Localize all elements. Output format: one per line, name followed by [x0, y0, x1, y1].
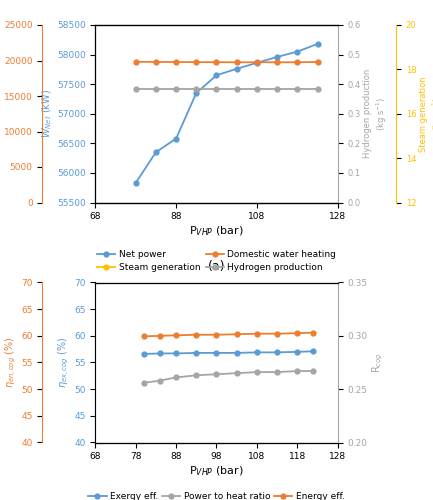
Net power — [153, 149, 158, 155]
Y-axis label: Hydrogen production
(kg s$^{-1}$): Hydrogen production (kg s$^{-1}$) — [363, 69, 389, 158]
Y-axis label: $\dot{Q}_{DWH}$ (kW): $\dot{Q}_{DWH}$ (kW) — [0, 88, 1, 140]
Net power — [214, 72, 219, 78]
Y-axis label: $\eta_{en,cog}$ (%): $\eta_{en,cog}$ (%) — [4, 336, 19, 388]
Y-axis label: Steam generation
(kg s$^{-1}$): Steam generation (kg s$^{-1}$) — [419, 76, 433, 152]
Y-axis label: R$_{cog}$: R$_{cog}$ — [370, 352, 385, 373]
Y-axis label: $\dot{W}_{Net}$ (kW): $\dot{W}_{Net}$ (kW) — [37, 89, 54, 138]
Net power — [295, 48, 300, 54]
X-axis label: P$_{VHP}$ (bar): P$_{VHP}$ (bar) — [189, 224, 244, 237]
Line: Net power: Net power — [133, 42, 320, 186]
X-axis label: P$_{VHP}$ (bar): P$_{VHP}$ (bar) — [189, 464, 244, 477]
Net power — [133, 180, 138, 186]
Net power — [194, 90, 199, 96]
Legend: Exergy eff., Power to heat ratio, Energy eff.: Exergy eff., Power to heat ratio, Energy… — [85, 488, 348, 500]
Net power — [254, 60, 259, 66]
Net power — [275, 54, 280, 60]
Y-axis label: $\eta_{ex,cog}$ (%): $\eta_{ex,cog}$ (%) — [57, 336, 71, 388]
Net power — [315, 41, 320, 47]
Net power — [174, 136, 179, 141]
Legend: Net power, Steam generation, Domestic water heating, Hydrogen production: Net power, Steam generation, Domestic wa… — [93, 246, 340, 276]
Text: (a): (a) — [208, 260, 225, 273]
Net power — [234, 66, 239, 72]
